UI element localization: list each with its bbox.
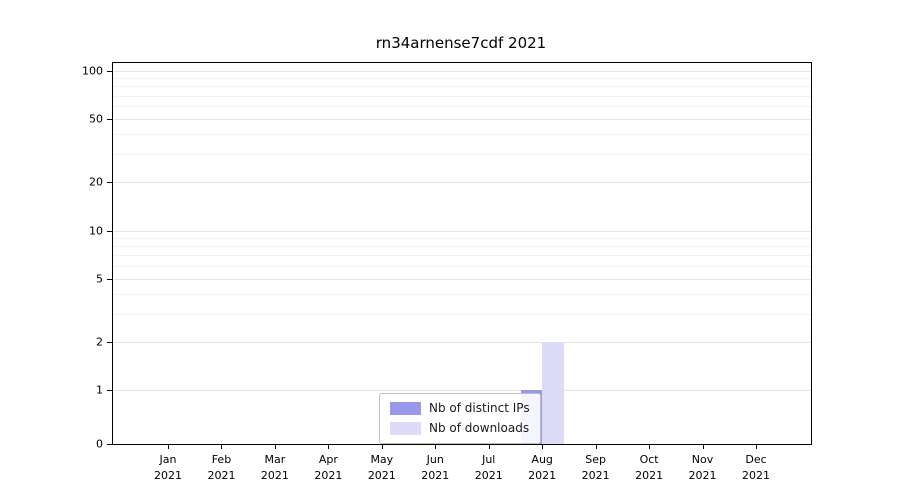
x-tick-label: Jul 2021	[474, 453, 503, 482]
x-tick-label: May 2021	[367, 453, 396, 482]
x-tick-label: Dec 2021	[742, 453, 770, 482]
legend-item: Nb of distinct IPs	[390, 401, 530, 416]
y-tick-label: 0	[96, 437, 103, 451]
x-tick-label: Feb 2021	[207, 453, 236, 482]
y-tick-mark	[107, 71, 113, 72]
x-tick-label: Jan 2021	[154, 453, 182, 482]
gridline-minor	[113, 313, 811, 315]
gridline-minor	[113, 78, 811, 80]
legend-item: Nb of downloads	[390, 421, 530, 436]
gridline-minor	[113, 293, 811, 295]
gridline-minor	[113, 154, 811, 156]
x-tick-mark	[595, 444, 597, 449]
y-tick-label: 20	[89, 175, 103, 189]
gridline-minor	[113, 86, 811, 88]
gridline-major	[113, 71, 811, 72]
x-tick-mark	[702, 444, 704, 449]
gridline-minor	[113, 265, 811, 267]
y-tick-label: 1	[96, 383, 103, 397]
legend-swatch	[390, 422, 421, 435]
y-tick-mark	[107, 390, 113, 391]
gridline-minor	[113, 237, 811, 239]
y-tick-label: 10	[89, 224, 103, 237]
bar-nb-of-downloads-aug-2021	[542, 341, 564, 444]
legend-label: Nb of distinct IPs	[429, 401, 530, 415]
gridline-minor	[113, 134, 811, 136]
gridline-major	[113, 230, 811, 232]
y-tick-label: 100	[82, 64, 103, 78]
gridline-major	[113, 390, 811, 391]
gridline-major	[113, 278, 811, 280]
y-tick-mark	[107, 182, 113, 184]
y-tick-mark	[107, 341, 113, 343]
x-tick-mark	[756, 444, 757, 449]
legend: Nb of distinct IPs Nb of downloads	[379, 393, 541, 444]
legend-label: Nb of downloads	[429, 421, 530, 435]
x-tick-mark	[381, 444, 383, 449]
y-tick-mark	[107, 119, 113, 120]
x-tick-mark	[542, 444, 544, 449]
x-tick-mark	[488, 444, 490, 449]
gridline-minor	[113, 245, 811, 247]
x-tick-label: Nov 2021	[688, 453, 717, 482]
gridline-major	[113, 119, 811, 120]
y-tick-label: 5	[96, 272, 103, 285]
gridline-minor	[113, 255, 811, 257]
y-tick-label: 50	[89, 112, 103, 126]
x-tick-mark	[168, 444, 169, 449]
plot-area: 0 1 2 5 10 20 50 100 Jan 2021 Feb 2021 Mar 2021 Ap…	[82, 62, 812, 482]
gridline-major	[113, 341, 811, 343]
x-tick-label: Aug 2021	[528, 453, 557, 482]
x-tick-label: Apr 2021	[314, 453, 343, 482]
y-tick-mark	[107, 230, 113, 232]
x-tick-label: Mar 2021	[260, 453, 289, 482]
chart-title: rn34arnense7cdf 2021	[375, 34, 547, 52]
y-tick-label: 2	[96, 335, 103, 349]
x-tick-label: Oct 2021	[635, 453, 664, 482]
x-tick-mark	[649, 444, 651, 449]
y-tick-mark	[107, 444, 113, 445]
x-tick-mark	[435, 444, 437, 449]
x-tick-mark	[274, 444, 276, 449]
gridline-major	[113, 182, 811, 184]
gridline-minor	[113, 106, 811, 108]
x-tick-mark	[328, 444, 330, 449]
x-tick-label: Jun 2021	[421, 453, 450, 482]
x-tick-mark	[221, 444, 223, 449]
y-tick-mark	[107, 278, 113, 280]
gridline-minor	[113, 95, 811, 97]
legend-swatch	[390, 402, 421, 415]
x-tick-label: Sep 2021	[581, 453, 610, 482]
